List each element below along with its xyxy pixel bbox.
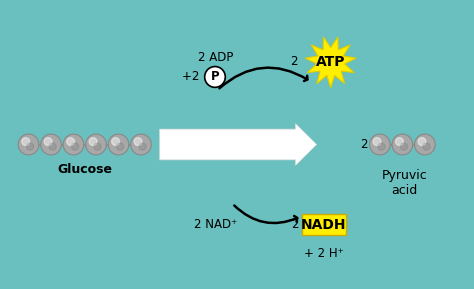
Circle shape: [401, 143, 408, 150]
Text: 2 ADP: 2 ADP: [198, 51, 234, 64]
Text: +2: +2: [182, 71, 203, 84]
Text: 2 NAD⁺: 2 NAD⁺: [194, 218, 237, 231]
Circle shape: [63, 134, 84, 155]
Circle shape: [49, 143, 56, 150]
Circle shape: [423, 143, 430, 150]
Text: 2: 2: [291, 218, 298, 231]
Circle shape: [373, 138, 381, 146]
Circle shape: [89, 138, 97, 146]
Circle shape: [139, 143, 146, 150]
Circle shape: [27, 143, 34, 150]
Circle shape: [415, 134, 435, 155]
Text: NADH: NADH: [301, 218, 346, 232]
Text: + 2 H⁺: + 2 H⁺: [304, 247, 344, 260]
Text: 2: 2: [292, 55, 302, 68]
Circle shape: [370, 134, 390, 155]
Circle shape: [86, 134, 106, 155]
Circle shape: [392, 134, 413, 155]
Text: P: P: [210, 71, 219, 84]
Text: Pyruvic
acid: Pyruvic acid: [382, 169, 428, 197]
Circle shape: [72, 143, 79, 150]
Circle shape: [67, 138, 74, 146]
Circle shape: [117, 143, 124, 150]
Circle shape: [41, 134, 61, 155]
Circle shape: [112, 138, 119, 146]
FancyArrow shape: [160, 124, 317, 165]
Text: 2: 2: [360, 138, 367, 151]
Circle shape: [131, 134, 151, 155]
Polygon shape: [305, 37, 356, 88]
Circle shape: [205, 66, 225, 87]
Circle shape: [418, 138, 426, 146]
Circle shape: [44, 138, 52, 146]
FancyBboxPatch shape: [301, 214, 346, 235]
Circle shape: [108, 134, 129, 155]
Circle shape: [378, 143, 385, 150]
Circle shape: [396, 138, 403, 146]
Text: ATP: ATP: [316, 55, 346, 69]
Text: Glucose: Glucose: [57, 163, 112, 175]
Circle shape: [134, 138, 142, 146]
Circle shape: [22, 138, 29, 146]
Circle shape: [94, 143, 101, 150]
Circle shape: [18, 134, 39, 155]
